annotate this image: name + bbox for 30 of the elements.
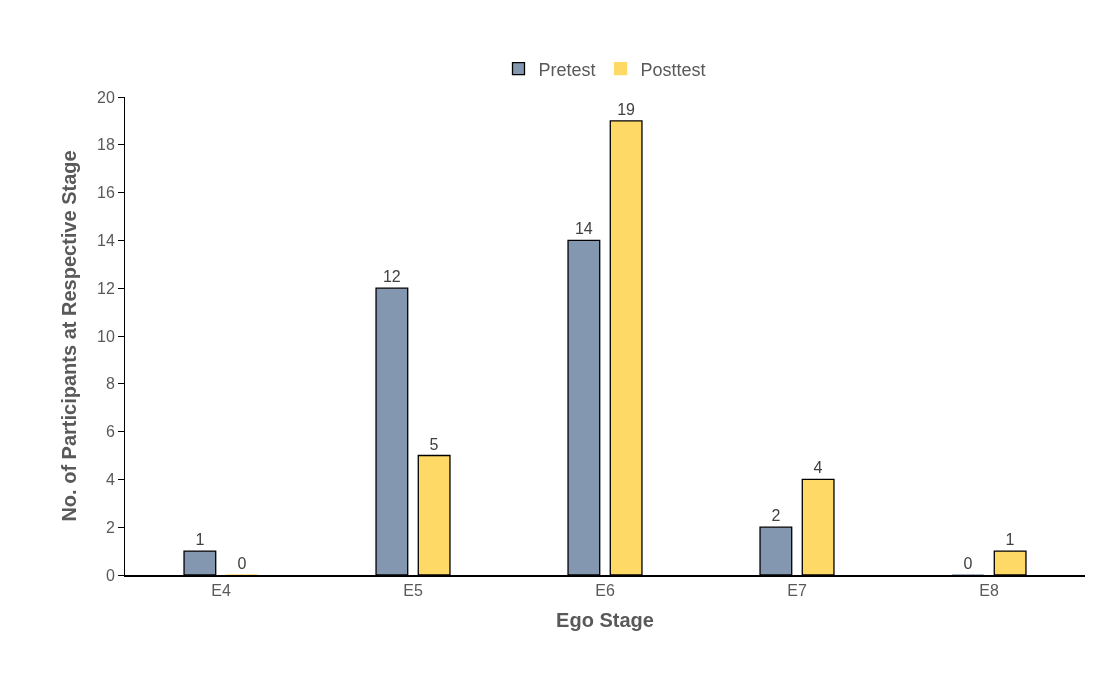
legend-label: Pretest (538, 59, 596, 80)
y-tick-label: 12 (97, 279, 115, 297)
x-tick-label: E7 (787, 581, 807, 599)
data-label: 0 (237, 555, 247, 572)
y-tick-label: 8 (105, 375, 115, 393)
y-tick-label: 20 (97, 88, 115, 106)
x-tick-label: E5 (403, 581, 423, 599)
x-tick-label: E6 (595, 581, 615, 599)
x-axis-title: Ego Stage (556, 608, 654, 631)
y-tick-label: 16 (97, 184, 115, 202)
data-label: 1 (195, 531, 205, 549)
data-label: 4 (813, 459, 823, 477)
y-tick-label: 2 (105, 518, 115, 536)
data-label: 2 (771, 507, 781, 525)
y-axis-title: No. of Participants at Respective Stage (57, 150, 80, 522)
data-label: 19 (617, 100, 636, 118)
y-tick-label: 4 (105, 471, 115, 488)
y-tick-label: 10 (97, 327, 115, 345)
y-tick-label: 18 (97, 136, 115, 154)
data-label: 14 (574, 220, 593, 238)
y-tick-label: 0 (105, 566, 115, 584)
legend-label: Posttest (640, 59, 706, 80)
x-tick-label: E4 (211, 581, 231, 599)
y-tick-label: 14 (97, 232, 115, 249)
data-label: 0 (963, 555, 973, 572)
x-tick-label: E8 (979, 581, 999, 599)
y-tick-label: 6 (105, 423, 115, 441)
data-label: 1 (1005, 531, 1015, 549)
data-label: 5 (429, 435, 439, 453)
data-label: 12 (382, 268, 401, 286)
